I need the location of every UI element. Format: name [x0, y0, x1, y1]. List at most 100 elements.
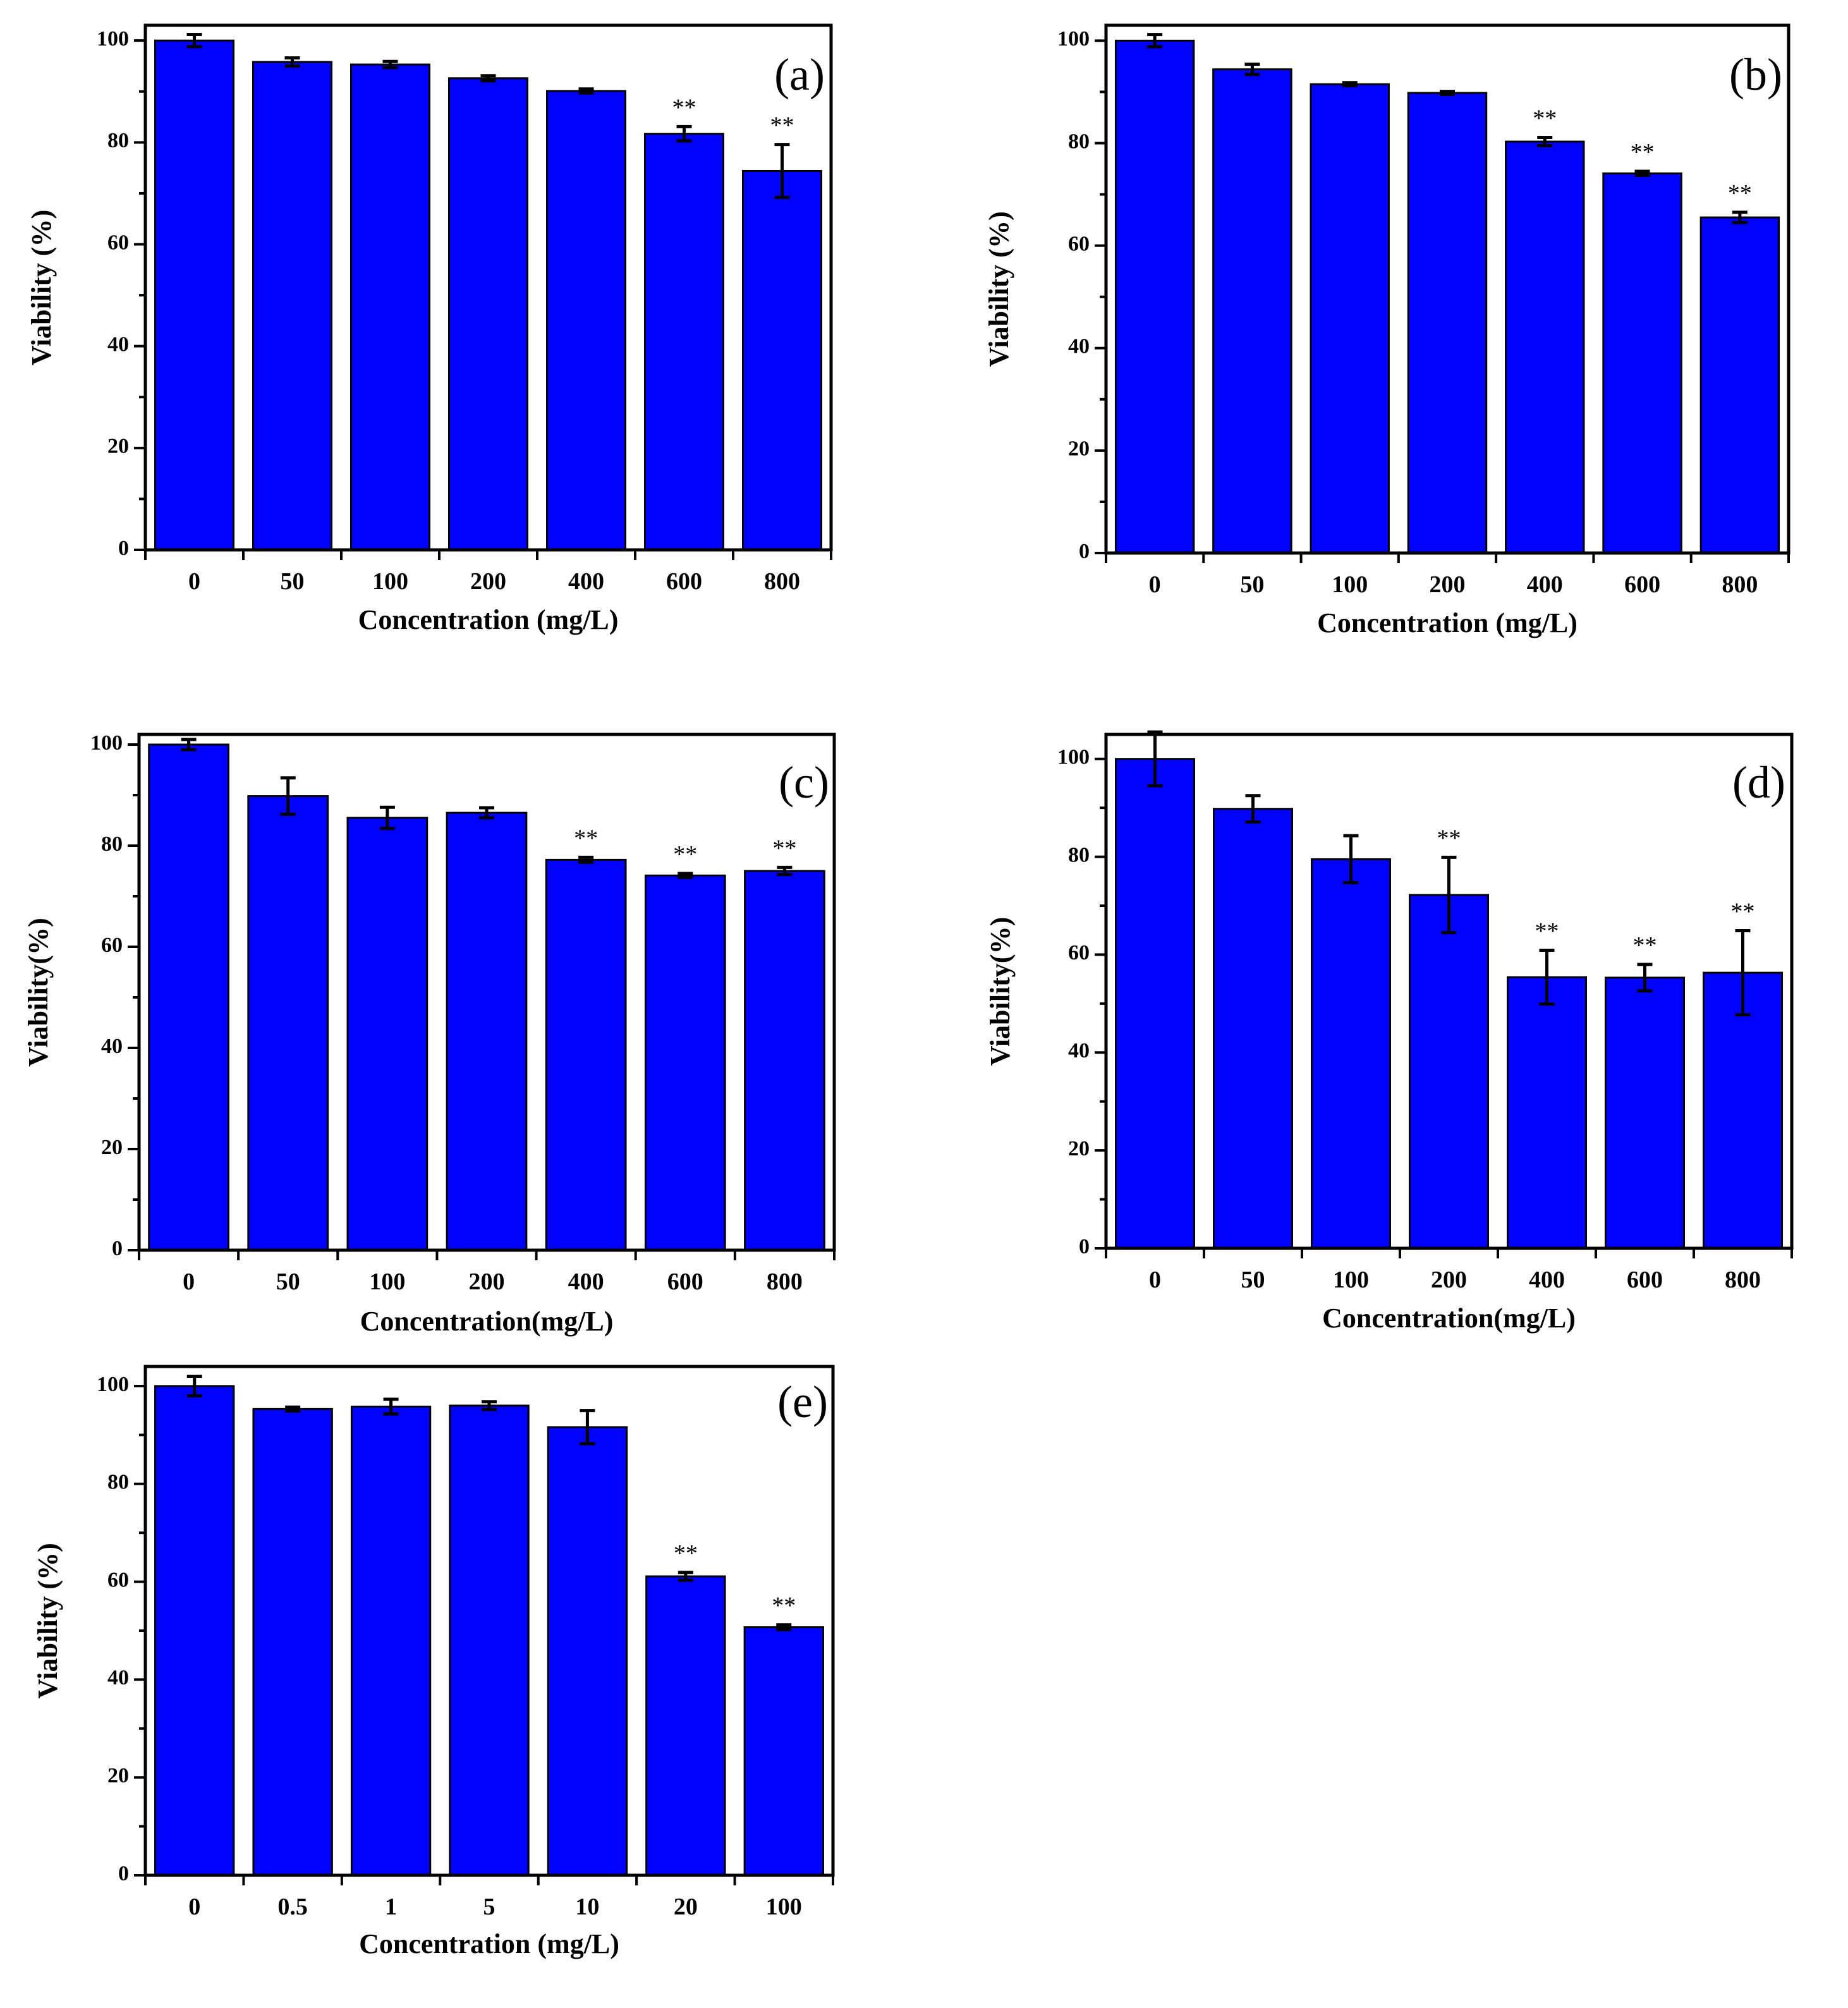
chart-5-bar-1: [350, 1405, 432, 1877]
chart-1-plot-frame: [143, 23, 833, 552]
chart-2-x-tick-label-100: 100: [1332, 571, 1368, 598]
chart-2-bar-200: [1407, 92, 1488, 554]
chart-2-x-tick-label-0: 0: [1149, 571, 1161, 598]
chart-4-y-tick-label-40: 40: [1068, 1039, 1090, 1062]
chart-2-significance-400: **: [1533, 106, 1557, 132]
chart-4-x-tick-label-50: 50: [1241, 1267, 1265, 1293]
chart-5-error-bar-5: [482, 1400, 497, 1411]
chart-panel-a: ** ** 0 20 40 60 80 100 0 50 100 200 400 600 800 Concen…: [26, 23, 833, 635]
chart-1-bar-100: [350, 63, 430, 551]
chart-2-x-tick-label-800: 800: [1722, 571, 1758, 598]
chart-1-y-tick-label-100: 100: [97, 27, 129, 51]
chart-1-bar-200: [448, 77, 528, 551]
chart-3-error-bar-0: [181, 738, 197, 751]
chart-1-y-axis-title: Viability (%): [26, 210, 57, 365]
chart-4-significance-600: **: [1633, 932, 1657, 959]
chart-1-error-bar-0: [186, 33, 202, 49]
chart-2-y-tick-label-40: 40: [1068, 335, 1090, 358]
chart-1-bar-50: [252, 61, 332, 551]
chart-4-bar-50: [1213, 808, 1293, 1250]
chart-2-y-tick-label-0: 0: [1079, 540, 1090, 563]
chart-2-bar-50: [1212, 68, 1292, 554]
chart-5-x-tick-label-1: 1: [385, 1894, 397, 1920]
chart-2-y-axis-title: Viability (%): [983, 211, 1014, 367]
chart-2-bar-100: [1310, 83, 1390, 554]
chart-3-error-bar-800: [777, 865, 793, 877]
chart-4-error-bar-200: [1441, 855, 1457, 935]
chart-2-plot-frame: [1104, 23, 1790, 555]
chart-4-bar-100: [1311, 858, 1391, 1250]
chart-3-x-tick-label-400: 400: [568, 1269, 604, 1295]
chart-panel-c: ** ** ** 0 20 40 60 80 100 0 50 100 200 400 600 800 Conc…: [23, 731, 836, 1337]
chart-5-bar-0: [154, 1385, 235, 1877]
chart-1-bar-400: [546, 90, 626, 551]
chart-2-bar-0: [1114, 39, 1195, 554]
chart-1-y-tick-label-20: 20: [107, 435, 129, 458]
chart-5-y-tick-label-20: 20: [107, 1764, 129, 1787]
chart-1-x-tick-label-200: 200: [470, 568, 506, 595]
chart-2-bar-800: [1699, 216, 1780, 554]
chart-3-x-tick-label-200: 200: [469, 1269, 505, 1295]
chart-4-y-tick-label-60: 60: [1068, 941, 1090, 964]
chart-2-error-bar-400: [1537, 136, 1553, 148]
chart-3-significance-600: **: [673, 841, 697, 868]
chart-2-error-bar-800: [1732, 210, 1748, 224]
chart-3-x-tick-label-0: 0: [183, 1269, 195, 1295]
chart-4-y-tick-label-20: 20: [1068, 1137, 1090, 1160]
chart-4-x-tick-label-200: 200: [1431, 1267, 1467, 1293]
chart-4-error-bar-50: [1245, 794, 1261, 824]
chart-1-y-tick-label-0: 0: [118, 537, 129, 560]
chart-3-y-tick-label-20: 20: [101, 1136, 123, 1159]
chart-3-plot-frame: [137, 733, 836, 1252]
chart-4-error-bar-100: [1343, 834, 1359, 885]
chart-3-y-tick-label-60: 60: [101, 934, 123, 957]
chart-5-error-bar-20: [678, 1571, 693, 1582]
chart-3-error-bar-400: [578, 855, 594, 864]
chart-5-x-axis-title: Concentration (mg/L): [359, 1928, 619, 1959]
chart-1-x-tick-label-600: 600: [666, 568, 702, 595]
chart-4-error-bar-0: [1147, 730, 1163, 788]
chart-5-error-bar-0.5: [285, 1405, 301, 1413]
chart-4-bar-200: [1409, 894, 1489, 1250]
chart-2-error-bar-600: [1634, 169, 1650, 178]
chart-1-x-tick-label-100: 100: [372, 568, 408, 595]
chart-4-significance-200: **: [1437, 825, 1461, 851]
chart-1-x-tick-label-50: 50: [281, 568, 305, 595]
chart-3-significance-800: **: [772, 835, 796, 861]
chart-2-x-tick-label-400: 400: [1527, 571, 1563, 598]
chart-4-x-tick-label-0: 0: [1149, 1267, 1161, 1293]
chart-2-error-bar-100: [1342, 81, 1358, 88]
chart-4-significance-400: **: [1535, 918, 1559, 944]
chart-1-panel-label: (a): [774, 49, 825, 100]
chart-5-bar-20: [645, 1575, 726, 1877]
chart-3-y-tick-label-100: 100: [90, 731, 123, 755]
chart-1-bar-800: [742, 169, 822, 551]
chart-3-significance-400: **: [574, 825, 598, 851]
chart-3-bar-600: [644, 874, 726, 1251]
chart-3-x-tick-label-50: 50: [276, 1269, 300, 1295]
chart-4-plot-frame: [1104, 733, 1794, 1250]
chart-5-y-tick-label-40: 40: [107, 1666, 129, 1689]
chart-4-x-tick-label-400: 400: [1529, 1267, 1565, 1293]
chart-3-x-axis-title: Concentration(mg/L): [360, 1306, 614, 1337]
chart-2-x-tick-label-600: 600: [1624, 571, 1660, 598]
chart-1-x-tick-label-0: 0: [188, 568, 200, 595]
chart-4-y-tick-label-0: 0: [1079, 1235, 1090, 1258]
chart-3-x-tick-label-100: 100: [369, 1269, 405, 1295]
chart-1-error-bar-200: [480, 74, 496, 83]
chart-5-x-tick-label-0: 0: [188, 1894, 200, 1920]
chart-5-significance-100: **: [772, 1593, 796, 1619]
chart-2-error-bar-50: [1244, 63, 1260, 76]
chart-4-y-axis-title: Viability(%): [985, 917, 1016, 1066]
chart-1-y-tick-label-60: 60: [107, 231, 129, 254]
chart-4-bar-600: [1605, 977, 1685, 1250]
chart-1-error-bar-100: [382, 59, 398, 70]
chart-1-x-axis-title: Concentration (mg/L): [358, 604, 619, 635]
chart-2-bar-400: [1505, 140, 1585, 554]
chart-1-error-bar-50: [284, 56, 300, 68]
chart-1-significance-800: **: [770, 113, 794, 139]
chart-1-bar-600: [644, 133, 724, 551]
chart-5-panel-label: (e): [777, 1377, 828, 1427]
chart-3-bar-200: [446, 812, 528, 1251]
chart-5-bar-5: [449, 1404, 530, 1877]
